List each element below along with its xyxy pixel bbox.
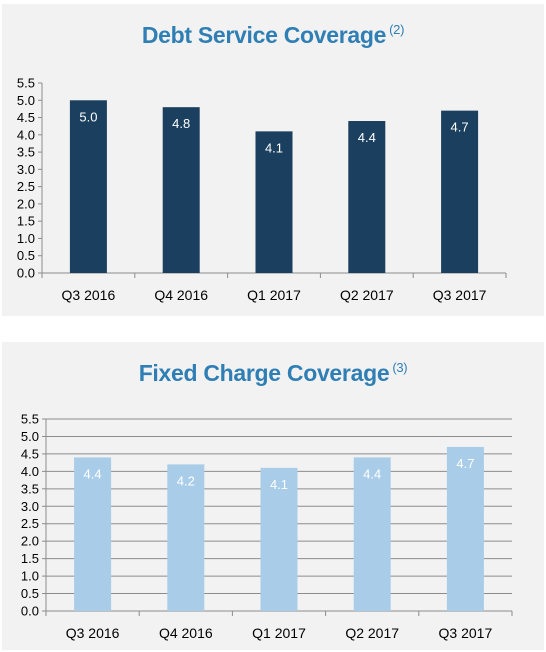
x-tick-label: Q3 2016 bbox=[66, 625, 120, 641]
x-tick-label: Q3 2017 bbox=[433, 287, 487, 303]
y-tick-label: 2.0 bbox=[21, 534, 39, 549]
chart-title-text: Debt Service Coverage bbox=[141, 22, 387, 48]
y-tick-label: 0.5 bbox=[17, 248, 35, 263]
data-label: 4.8 bbox=[172, 116, 190, 131]
chart-title-fixed-charge: Fixed Charge Coverage (3) bbox=[2, 360, 544, 387]
y-tick-label: 4.5 bbox=[17, 110, 35, 125]
bar bbox=[260, 467, 298, 611]
y-tick-label: 5.0 bbox=[21, 429, 39, 444]
bar bbox=[74, 457, 112, 611]
bar bbox=[348, 121, 386, 273]
data-label: 5.0 bbox=[79, 109, 97, 124]
data-label: 4.7 bbox=[451, 120, 469, 135]
bar bbox=[446, 446, 484, 611]
data-label: 4.1 bbox=[270, 477, 288, 492]
y-tick-label: 0.5 bbox=[21, 586, 39, 601]
y-tick-label: 4.5 bbox=[21, 446, 39, 461]
fixed-charge-coverage-panel: Fixed Charge Coverage (3) 0.0 0.5 1.0 1.5 2.0… bbox=[2, 342, 544, 650]
x-tick-label: Q4 2016 bbox=[154, 287, 208, 303]
x-tick-label: Q3 2016 bbox=[62, 287, 116, 303]
debt-service-coverage-panel: Debt Service Coverage (2) 0.0 0.5 1.0 1.5 2.0… bbox=[2, 4, 544, 316]
bar bbox=[162, 107, 200, 273]
data-label: 4.7 bbox=[456, 456, 474, 471]
chart-title-footnote: (2) bbox=[389, 22, 405, 38]
y-tick-label: 2.5 bbox=[21, 516, 39, 531]
x-tick-label: Q1 2017 bbox=[247, 287, 301, 303]
y-tick-label: 2.0 bbox=[17, 196, 35, 211]
y-tick-label: 3.5 bbox=[21, 481, 39, 496]
y-tick-label: 0.0 bbox=[17, 266, 35, 281]
y-tick-label: 3.0 bbox=[21, 499, 39, 514]
x-tick-label: Q1 2017 bbox=[252, 625, 306, 641]
data-label: 4.2 bbox=[177, 473, 195, 488]
y-tick-label: 2.5 bbox=[17, 179, 35, 194]
bar bbox=[69, 100, 107, 273]
chart-title-footnote: (3) bbox=[392, 360, 408, 376]
y-tick-label: 3.5 bbox=[17, 145, 35, 160]
bar bbox=[167, 464, 205, 611]
data-label: 4.4 bbox=[358, 130, 376, 145]
fixed-charge-coverage-chart: 0.0 0.5 1.0 1.5 2.0 2.5 3.0 3.5 4.0 4.5 5.0 5.5 4.4 Q… bbox=[21, 412, 513, 641]
y-tick-label: 1.0 bbox=[21, 569, 39, 584]
bar bbox=[353, 457, 391, 611]
x-tick-label: Q3 2017 bbox=[439, 625, 493, 641]
y-tick-label: 1.5 bbox=[21, 551, 39, 566]
x-tick-label: Q2 2017 bbox=[340, 287, 394, 303]
y-tick-label: 4.0 bbox=[21, 464, 39, 479]
y-tick-label: 5.0 bbox=[17, 93, 35, 108]
y-tick-label: 1.5 bbox=[17, 214, 35, 229]
y-tick-label: 3.0 bbox=[17, 162, 35, 177]
x-tick-label: Q4 2016 bbox=[159, 625, 213, 641]
chart-title-debt-service: Debt Service Coverage (2) bbox=[2, 22, 544, 49]
data-label: 4.1 bbox=[265, 140, 283, 155]
y-tick-label: 1.0 bbox=[17, 231, 35, 246]
data-label: 4.4 bbox=[84, 466, 102, 481]
bar bbox=[255, 131, 293, 273]
chart-title-text: Fixed Charge Coverage bbox=[138, 360, 390, 386]
x-tick-label: Q2 2017 bbox=[345, 625, 399, 641]
data-label: 4.4 bbox=[363, 466, 381, 481]
y-tick-label: 0.0 bbox=[21, 604, 39, 619]
debt-service-coverage-chart: 0.0 0.5 1.0 1.5 2.0 2.5 3.0 3.5 4.0 4.5 5.0 5.5 5.0 Q… bbox=[17, 76, 507, 303]
y-tick-label: 5.5 bbox=[17, 76, 35, 91]
bar bbox=[441, 110, 479, 274]
y-tick-label: 5.5 bbox=[21, 412, 39, 427]
y-tick-label: 4.0 bbox=[17, 127, 35, 142]
